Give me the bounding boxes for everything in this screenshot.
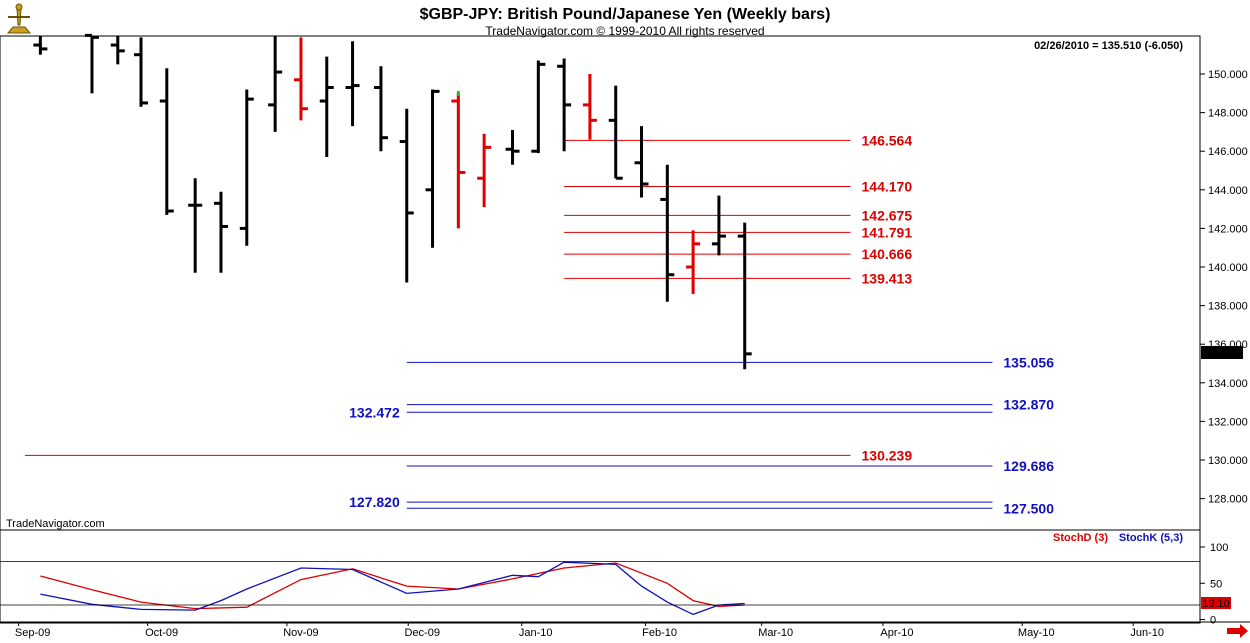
ohlc-bar [319,56,334,157]
ohlc-bar [557,58,572,152]
level-label: 132.472 [349,404,400,420]
ohlc-bar [425,89,440,248]
ohlc-bar [134,37,148,107]
stoch-last-tag [1201,597,1231,609]
ohlc-bar [505,129,520,165]
ohlc-bar [477,133,492,208]
ohlc-bar [110,36,125,65]
x-tick-label: Sep-09 [15,627,50,639]
level-label: 139.413 [862,270,913,286]
ohlc-bar [399,108,414,283]
ohlc-bar [268,36,283,132]
stoch-last-tag-text: 19.10 [1202,598,1230,610]
level-label: 135.056 [1003,354,1054,370]
ohlc-bar [686,230,701,295]
stoch-panel [0,529,1201,624]
price-panel [0,35,1201,531]
last-price-tag [1201,346,1243,359]
price-axis: 128.000130.000132.000134.000136.000138.0… [1200,69,1248,506]
legend-stochd: StochD (3) [1053,532,1108,544]
ohlc-bar [711,195,726,256]
y-tick-label: 150.000 [1208,69,1248,81]
stoch-tick-label: 100 [1210,542,1228,554]
y-tick-label: 138.000 [1208,301,1248,313]
chart-subtitle: TradeNavigator.com © 1999-2010 All right… [485,24,764,38]
y-tick-label: 140.000 [1208,262,1248,274]
chart-title: $GBP-JPY: British Pound/Japanese Yen (We… [420,6,831,23]
level-label: 130.239 [862,447,913,463]
stoch-axis: 100 50 0 [0,542,1228,627]
ohlc-bar [737,222,752,370]
ohlc-bar [451,93,466,229]
last-price-tag-text: 135.510 [1202,348,1242,360]
x-tick-label: Feb-10 [642,627,677,639]
ohlc-bar [582,74,597,140]
x-tick-label: Dec-09 [404,627,439,639]
level-label: 132.870 [1003,397,1054,413]
level-label: 142.675 [862,207,913,223]
x-tick-label: Jan-10 [519,627,553,639]
ohlc-bar [373,66,388,152]
ohlc-bar [634,126,649,198]
y-tick-label: 128.000 [1208,494,1248,506]
ohlc-bar [531,60,546,154]
x-tick-label: May-10 [1018,627,1055,639]
ohlc-bar [84,33,99,94]
stoch-tick-label: 50 [1210,578,1222,590]
price-bars [33,33,752,370]
ohlc-bar [345,41,360,127]
y-tick-label: 148.000 [1208,108,1248,120]
level-label: 141.791 [862,224,913,240]
y-tick-label: 144.000 [1208,185,1248,197]
x-tick-label: Nov-09 [283,627,318,639]
ohlc-bar [33,36,48,55]
ohlc-bar [188,178,203,273]
ohlc-bar [293,37,308,121]
y-tick-label: 134.000 [1208,378,1248,390]
y-tick-label: 130.000 [1208,455,1248,467]
stoch-series-line [40,561,745,616]
ohlc-bar [159,68,174,215]
y-tick-label: 142.000 [1208,223,1248,235]
ohlc-bar [608,85,623,180]
x-tick-label: Mar-10 [758,627,793,639]
x-tick-label: Oct-09 [145,627,178,639]
scroll-right-arrow-icon[interactable] [1227,624,1248,638]
level-label: 127.820 [349,494,400,510]
y-tick-label: 132.000 [1208,416,1248,428]
last-price-readout: 02/26/2010 = 135.510 (-6.050) [1034,40,1183,52]
level-label: 127.500 [1003,500,1054,516]
level-label: 129.686 [1003,458,1054,474]
x-tick-label: Apr-10 [880,627,913,639]
ohlc-bar [239,89,254,246]
level-label: 140.666 [862,246,913,262]
y-tick-label: 146.000 [1208,146,1248,158]
watermark-text: TradeNavigator.com [6,518,105,530]
legend-stochk: StochK (5,3) [1119,532,1184,544]
stoch-tick-label: 0 [1210,615,1216,627]
time-axis: Sep-09 Oct-09 Nov-09 Dec-09 Jan-10 Feb-10 Mar-… [15,622,1164,639]
level-label: 144.170 [862,179,913,195]
signal-marker [456,91,460,96]
tradenavigator-logo-icon [6,3,32,34]
ohlc-bar [213,191,228,273]
x-tick-label: Jun-10 [1130,627,1164,639]
ohlc-bar [660,164,675,302]
level-label: 146.564 [862,132,913,148]
